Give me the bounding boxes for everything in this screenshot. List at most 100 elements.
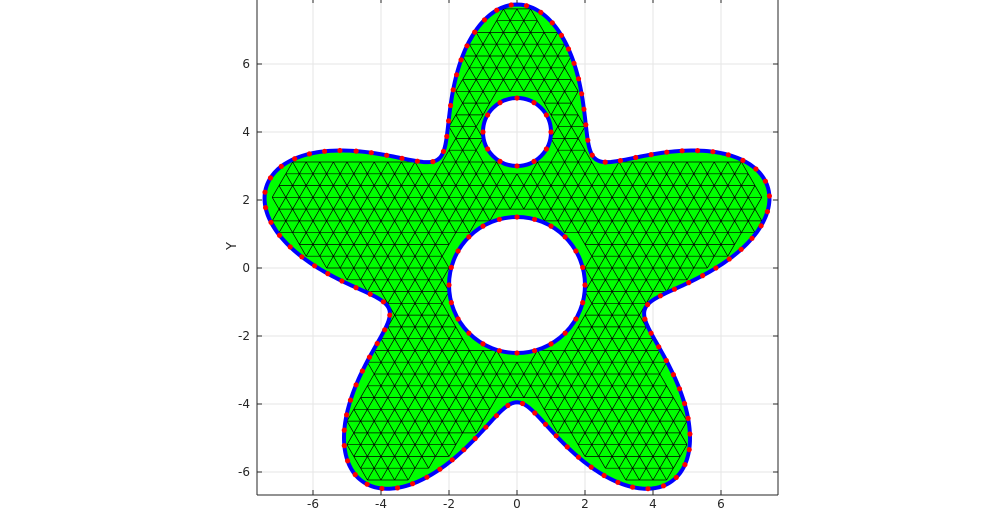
boundary-node — [766, 193, 773, 199]
boundary-node — [602, 159, 608, 165]
boundary-node — [686, 447, 692, 453]
boundary-node — [579, 91, 585, 97]
mesh-edge-lines — [271, 8, 763, 481]
boundary-node — [519, 400, 526, 407]
boundary-node — [571, 60, 577, 66]
boundary-node — [508, 2, 514, 8]
boundary-node — [410, 481, 416, 487]
x-tick-label: 2 — [581, 497, 589, 510]
boundary-node — [548, 129, 554, 135]
boundary-node — [633, 154, 639, 161]
boundary-node — [440, 148, 447, 154]
boundary-node — [493, 413, 500, 419]
boundary-node — [762, 178, 769, 184]
boundary-node — [382, 327, 388, 333]
boundary-node — [583, 122, 589, 128]
boundary-node — [562, 330, 568, 336]
boundary-node — [448, 264, 454, 270]
boundary-node — [642, 316, 648, 322]
boundary-node — [740, 157, 746, 163]
boundary-node — [686, 280, 692, 286]
boundary-node — [575, 76, 582, 82]
boundary-node — [758, 223, 764, 229]
boundary-node — [287, 244, 293, 250]
boundary-node — [414, 158, 420, 164]
boundary-node — [532, 348, 538, 354]
x-tick-label: -2 — [443, 497, 455, 510]
boundary-node — [472, 29, 478, 35]
x-tick-label: -4 — [375, 497, 387, 510]
boundary-node — [549, 20, 555, 26]
boundary-node — [292, 156, 298, 162]
boundary-node — [379, 485, 385, 492]
boundary-node — [573, 316, 579, 322]
boundary-node — [663, 357, 669, 364]
boundary-node — [367, 291, 373, 297]
x-tick-label: 0 — [513, 497, 521, 510]
boundary-node — [263, 205, 269, 211]
boundary-node — [514, 350, 520, 356]
boundary-node — [523, 3, 530, 9]
boundary-node — [437, 466, 443, 472]
boundary-node — [424, 474, 430, 480]
boundary-node — [485, 112, 491, 118]
y-tick-label: 4 — [242, 125, 250, 139]
boundary-node — [548, 223, 554, 229]
boundary-node — [580, 300, 586, 306]
boundary-node — [480, 129, 486, 135]
y-tick-label: 2 — [242, 193, 250, 207]
boundary-node — [505, 402, 511, 409]
boundary-node — [497, 100, 503, 106]
boundary-node — [580, 264, 586, 270]
boundary-node — [278, 163, 284, 169]
boundary-node — [337, 147, 343, 154]
boundary-node — [480, 223, 486, 229]
boundary-node — [461, 447, 467, 453]
boundary-node — [347, 397, 354, 403]
boundary-node — [679, 148, 685, 154]
boundary-node — [548, 341, 554, 347]
boundary-node — [514, 163, 520, 169]
boundary-node — [553, 433, 559, 439]
boundary-node — [695, 148, 701, 154]
boundary-node — [660, 483, 667, 489]
boundary-node — [749, 235, 755, 241]
boundary-node — [673, 474, 679, 480]
boundary-node — [532, 410, 538, 416]
boundary-node — [531, 158, 537, 164]
boundary-node — [353, 382, 359, 388]
boundary-node — [444, 133, 450, 139]
x-tick-labels: -6 -4 -2 0 2 4 6 — [307, 497, 725, 510]
boundary-node — [399, 155, 405, 161]
boundary-node — [481, 17, 488, 23]
boundary-node — [366, 354, 373, 360]
boundary-node — [268, 219, 274, 225]
x-tick-label: 6 — [717, 497, 725, 510]
boundary-node — [368, 150, 374, 156]
boundary-node — [558, 32, 565, 38]
boundary-node — [496, 348, 502, 354]
boundary-node — [589, 152, 595, 158]
boundary-node — [532, 216, 538, 222]
boundary-node — [564, 444, 570, 450]
boundary-node — [601, 472, 607, 479]
boundary-node — [364, 481, 370, 487]
boundary-node — [538, 9, 544, 15]
boundary-node — [450, 87, 456, 93]
boundary-node — [352, 472, 358, 478]
boundary-node — [645, 302, 651, 308]
boundary-node — [374, 340, 380, 347]
boundary-node — [648, 330, 654, 336]
boundary-node — [543, 146, 550, 152]
boundary-node — [514, 214, 520, 220]
boundary-node — [565, 46, 572, 52]
boundary-node — [645, 486, 651, 492]
boundary-node — [687, 431, 693, 437]
boundary-node — [446, 282, 452, 288]
boundary-node — [483, 424, 489, 430]
boundary-node — [464, 43, 470, 49]
boundary-node — [575, 454, 582, 460]
boundary-node — [262, 189, 268, 195]
boundary-node — [542, 421, 549, 427]
boundary-node — [344, 412, 350, 418]
